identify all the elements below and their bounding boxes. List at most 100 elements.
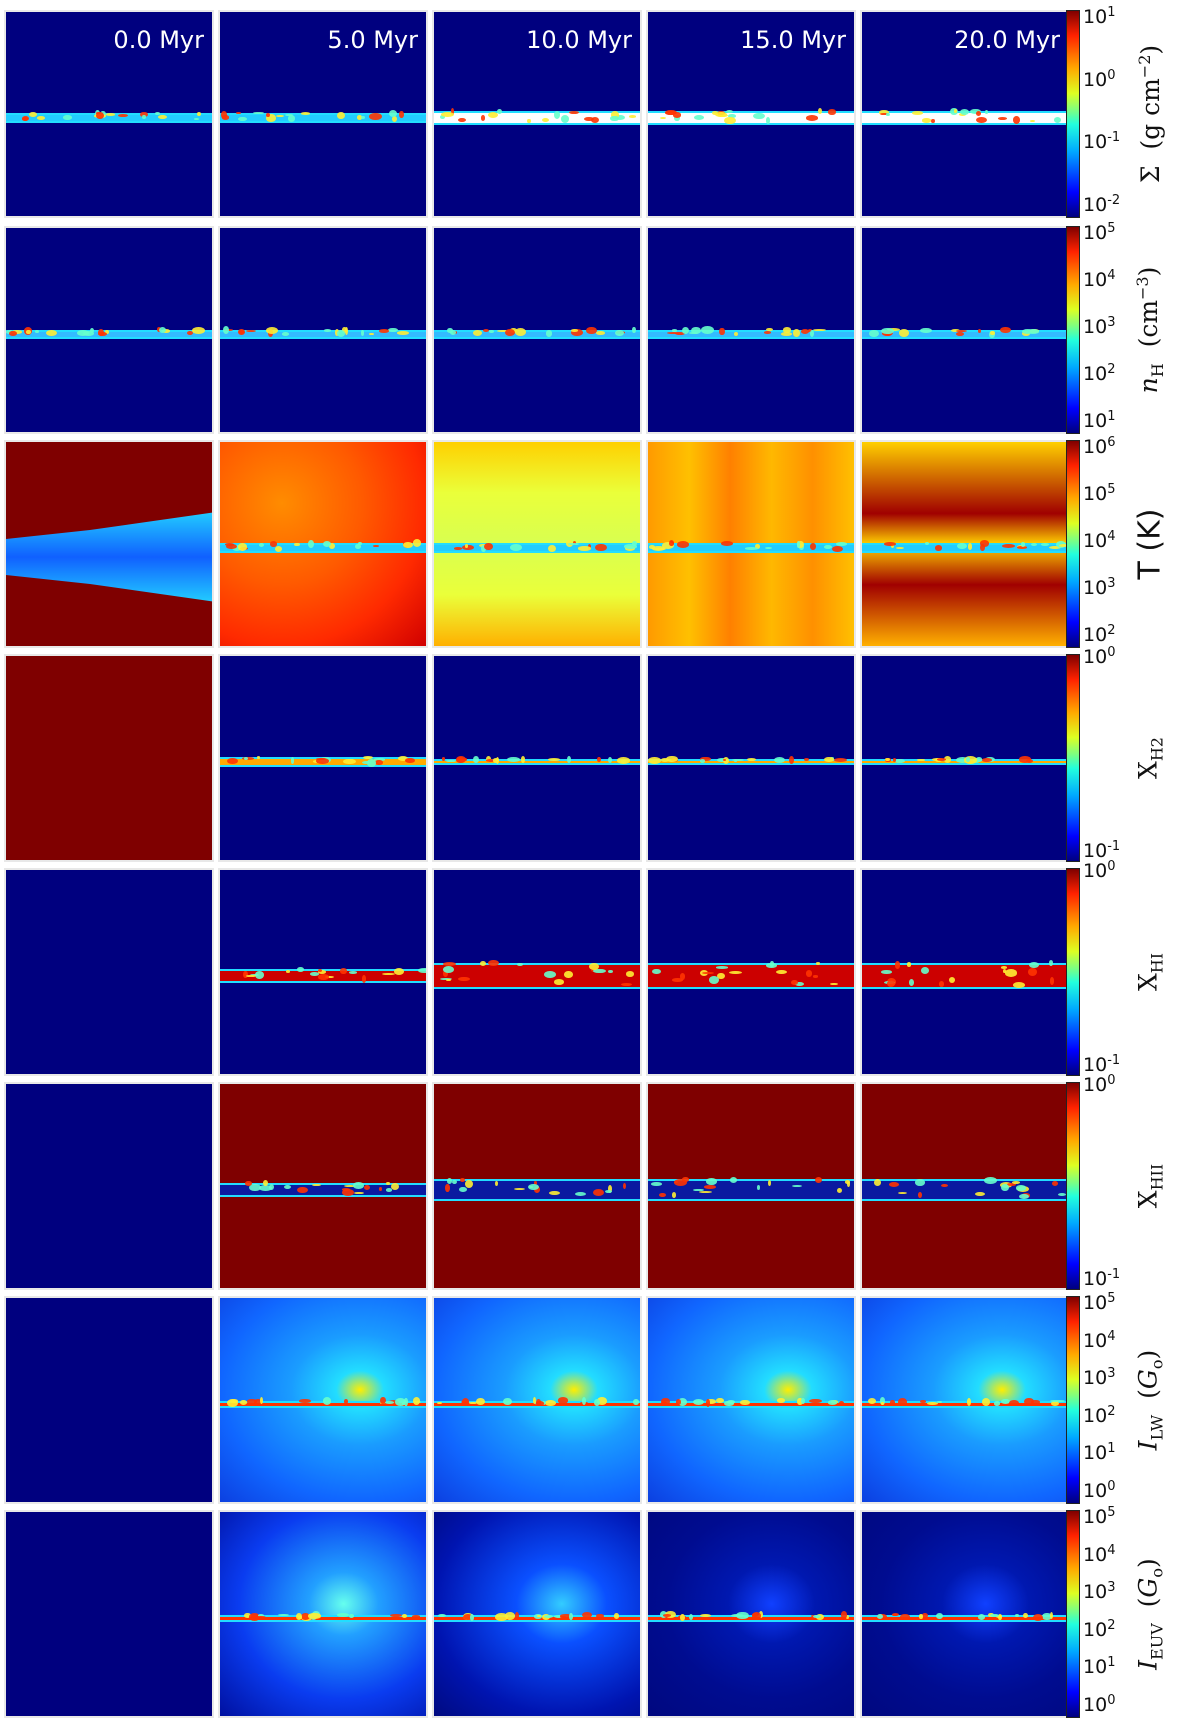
gas-clump [1012,116,1020,124]
colorbar-tick-label: 10-1 [1083,1267,1121,1290]
gas-clump [528,1183,540,1191]
gas-clump [1009,1399,1020,1406]
gas-clump [757,1185,761,1190]
gas-clump [793,329,801,337]
gas-clump [249,1183,261,1192]
gas-clump [763,331,771,335]
gas-clump [154,112,161,116]
gas-clump [899,1614,911,1620]
gas-clump [35,329,40,333]
gas-clump [589,962,599,970]
gas-clump [830,982,839,986]
gas-clump [1016,546,1027,549]
time-label: 0.0 Myr [113,26,204,54]
gas-clump [611,111,619,120]
gas-clump [412,1396,420,1405]
gas-clump [399,111,404,118]
gas-clump [764,546,772,549]
gas-clump [157,114,167,120]
gas-clump [885,758,890,762]
gas-clump [813,328,826,332]
gas-clump [660,117,667,120]
disk-midplane [648,329,854,339]
gas-clump [323,329,331,332]
gas-clump [691,326,701,334]
gas-clump [239,1399,247,1406]
gas-clump [722,756,730,765]
colorbar-tick-label: 101 [1083,1441,1116,1465]
gas-clump [593,1189,605,1197]
gas-clump [1049,960,1054,966]
gas-clump [510,544,523,552]
gas-clump [608,757,613,763]
gas-clump [480,960,487,966]
gas-clump [894,758,906,764]
gas-clump [375,759,383,766]
gas-clump [514,1187,525,1190]
gas-clump [578,546,592,551]
gas-clump [1050,1611,1054,1619]
gas-clump [633,1399,639,1405]
gas-clump [914,1179,926,1186]
colorbar-tick-label: 105 [1083,1505,1116,1528]
gas-clump [935,545,943,551]
gas-clump [1031,1400,1040,1404]
gas-clump [765,117,770,124]
colorbar-tick-label: 100 [1083,1073,1116,1096]
gas-clump [373,544,380,548]
map-panel-temp-1 [218,440,428,648]
gas-clump [258,1613,265,1617]
gas-clump [724,116,737,125]
map-panel-ilw-1 [218,1296,428,1504]
disk-midplane [6,329,212,339]
gas-clump [401,1614,407,1619]
gas-clump [554,979,565,985]
gas-clump [918,1191,922,1198]
gas-clump [245,330,257,333]
gas-clump [472,755,479,764]
gas-clump [660,758,669,763]
colorbar-tick-label: 102 [1083,1403,1116,1427]
gas-clump [284,1185,292,1190]
gas-clump [628,115,636,118]
gas-clump [868,329,880,338]
gas-clump [720,541,733,546]
gas-clump [955,331,964,337]
gas-clump [394,1398,406,1407]
gas-clump [665,110,677,116]
gas-clump [348,971,358,974]
gas-clump [436,1401,442,1404]
colorbar-tick-label: 106 [1083,435,1116,458]
gas-clump [705,1399,710,1407]
disk-midplane [648,1614,854,1622]
gas-clump [389,1613,403,1617]
gas-clump [956,542,967,550]
gas-clump [484,543,493,551]
disk-midplane [434,543,640,553]
gas-clump [679,972,686,980]
gas-clump [671,329,678,332]
gas-clump [789,756,795,764]
disk-midplane [648,111,854,125]
gas-clump [809,1398,822,1404]
gas-clump [237,116,247,122]
gas-clump [824,757,834,763]
gas-clump [323,541,332,548]
gas-clump [1003,969,1007,974]
gas-clump [722,758,727,762]
gas-clump [290,757,295,765]
gas-clump [604,1190,613,1194]
colorbar-tick-label: 103 [1083,1366,1116,1390]
gas-clump [833,757,847,762]
colorbar-tick-label: 103 [1083,576,1116,599]
gas-clump [730,1177,738,1183]
gas-clump [300,1613,310,1621]
colorbar-tick-label: 105 [1083,221,1116,244]
row-label-ieuv: IEUV (Go) [1133,1558,1167,1670]
gas-clump [1018,756,1031,763]
map-panel-sigma-1: 5.0 Myr [218,10,428,218]
gas-clump [768,1180,772,1186]
map-panel-sigma-2: 10.0 Myr [432,10,642,218]
map-panel-xh2-3 [646,654,856,862]
gas-clump [364,1184,371,1190]
